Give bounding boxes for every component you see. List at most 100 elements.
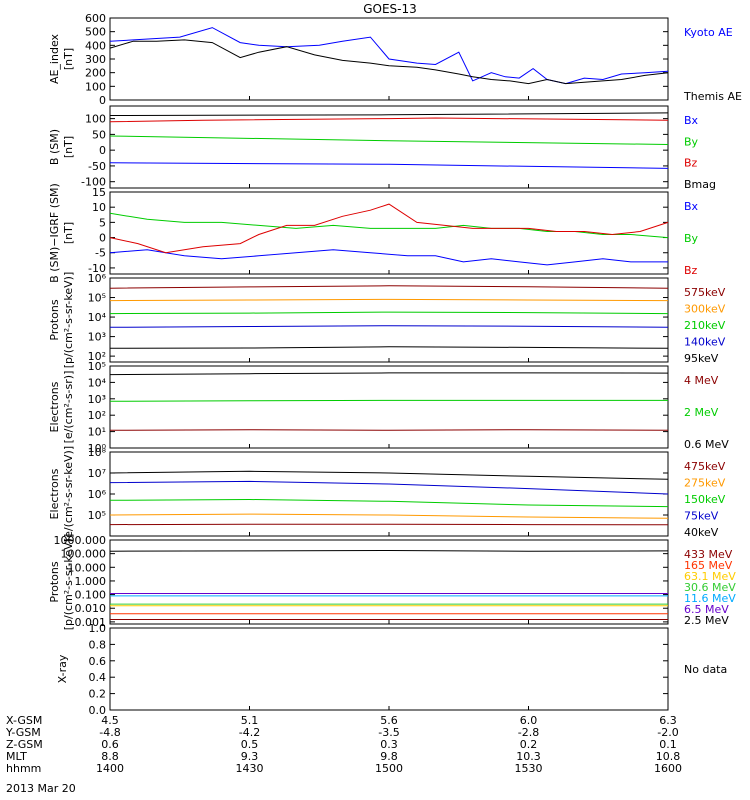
y-axis-label: X-ray <box>56 654 69 683</box>
y-tick-label: 500 <box>85 26 106 39</box>
y-tick-label: 300 <box>85 53 106 66</box>
y-tick-label: 10⁴ <box>88 311 107 324</box>
legend-entry: 575keV <box>684 286 726 299</box>
series-line-5-2 <box>109 399 668 402</box>
legend-entry: 4 MeV <box>684 374 719 387</box>
chart-title: GOES-13 <box>363 2 417 16</box>
x-axis-value: -4.8 <box>99 726 120 739</box>
series-line-4-4 <box>109 325 669 328</box>
y-axis-label: Electrons <box>48 468 61 519</box>
y-axis-label: [p/(cm²-s-sr-keV)] <box>62 272 75 369</box>
legend-entry: 165 MeV <box>684 559 733 572</box>
legend-entry: 300keV <box>684 303 726 316</box>
x-axis-value: 9.8 <box>380 750 398 763</box>
legend-entry: 2 MeV <box>684 406 719 419</box>
legend-entry: 475keV <box>684 460 726 473</box>
y-axis-label: B (SM)−IGRF (SM) <box>48 183 61 283</box>
legend-entry: 63.1 MeV <box>684 570 736 583</box>
y-tick-label: 10¹ <box>88 426 106 439</box>
legend-entry: 433 MeV <box>684 548 733 561</box>
legend-entry: By <box>684 135 699 148</box>
y-tick-label: 100 <box>85 80 106 93</box>
y-tick-label: -10 <box>88 262 106 275</box>
series-line-5-1 <box>109 429 669 431</box>
series-line-4-3 <box>109 311 669 315</box>
y-tick-label: 5 <box>99 216 106 229</box>
panel-2: -100 -50 0 50 100 B (SM) [nT] Bx By Bz Bmag <box>48 105 716 191</box>
x-axis-value: 0.2 <box>520 738 538 751</box>
y-tick-label: -50 <box>88 160 106 173</box>
x-axis-row-label: X-GSM <box>6 714 42 727</box>
x-axis-value: 5.6 <box>380 714 398 727</box>
x-axis-value: 0.5 <box>241 738 259 751</box>
series-line-5-3 <box>109 372 669 376</box>
y-tick-label: 0.001 <box>75 616 107 629</box>
series-line-4-5 <box>109 346 669 349</box>
x-axis-value: 9.3 <box>241 750 259 763</box>
y-tick-label: 10⁵ <box>88 292 106 305</box>
x-axis-row-label: MLT <box>6 750 27 763</box>
y-tick-label: 10⁵ <box>88 360 106 373</box>
x-axis-value: 1400 <box>96 762 124 775</box>
panel-frame <box>109 451 669 537</box>
y-tick-label: 0 <box>99 94 106 107</box>
y-axis-label: [nT] <box>62 136 75 158</box>
y-tick-label: 1000.000 <box>54 534 107 547</box>
legend-entry: Bz <box>684 157 698 170</box>
x-axis-value: -3.5 <box>378 726 399 739</box>
y-axis-label: Protons <box>48 561 61 602</box>
y-axis-label: [e/(cm²-s-sr)] <box>62 371 75 444</box>
series-line-3-2 <box>109 212 669 239</box>
y-axis-label: B (SM) <box>48 129 61 165</box>
y-tick-label: 15 <box>92 186 106 199</box>
y-tick-label: 10.000 <box>68 561 107 574</box>
y-axis-label: [e/(cm²-s-sr-keV)] <box>62 446 75 542</box>
x-axis-value: 5.1 <box>241 714 259 727</box>
panel-frame <box>109 627 669 711</box>
panel-8: 0.0 0.2 0.4 0.6 0.8 1.0 X-ray No data <box>56 622 727 717</box>
y-tick-label: 0 <box>99 232 106 245</box>
series-line-6-3 <box>109 498 669 508</box>
y-tick-label: 10³ <box>88 331 106 344</box>
x-axis-value: -2.0 <box>657 726 678 739</box>
x-axis-value: 1500 <box>375 762 403 775</box>
x-axis-row-label: hhmm <box>6 762 41 775</box>
y-axis-label: [nT] <box>62 222 75 244</box>
x-axis-value: 8.8 <box>101 750 119 763</box>
series-line-7-7 <box>109 549 669 552</box>
legend-entry: Bx <box>684 114 699 127</box>
series-line-6-2 <box>109 513 669 519</box>
legend-entry: 95keV <box>684 352 719 365</box>
y-tick-label: 100 <box>85 113 106 126</box>
y-tick-label: 50 <box>92 128 106 141</box>
y-tick-label: 0.6 <box>89 655 107 668</box>
y-tick-label: 0.8 <box>89 638 107 651</box>
y-tick-label: -5 <box>95 247 106 260</box>
x-axis-value: 0.3 <box>380 738 398 751</box>
x-axis-value: -2.8 <box>518 726 539 739</box>
series-line-4-2 <box>109 298 669 302</box>
series-line-2-4 <box>109 112 669 116</box>
y-tick-label: 10² <box>88 409 106 422</box>
panel-frame <box>109 539 669 625</box>
legend-entry: 150keV <box>684 493 726 506</box>
x-axis-value: 10.8 <box>656 750 681 763</box>
legend-entry: Bx <box>684 200 699 213</box>
series-line-6-5 <box>109 470 669 480</box>
x-axis-value: 1530 <box>515 762 543 775</box>
y-tick-label: 10⁸ <box>88 446 107 459</box>
y-tick-label: 10⁶ <box>88 272 107 285</box>
legend-entry: Themis AE <box>683 90 742 103</box>
x-axis-value: 10.3 <box>516 750 541 763</box>
series-line-1-1 <box>109 27 669 85</box>
panel-3: -10 -5 0 5 10 15 B (SM)−IGRF (SM) [nT] Bx By Bz <box>48 183 699 283</box>
series-line-3-3 <box>109 203 669 254</box>
legend-entry: 275keV <box>684 477 726 490</box>
series-line-6-1 <box>109 523 669 526</box>
x-axis-value: 0.1 <box>659 738 677 751</box>
legend-entry: 30.6 MeV <box>684 581 736 594</box>
y-tick-label: 0 <box>99 144 106 157</box>
x-axis-value: -4.2 <box>239 726 260 739</box>
y-tick-label: -100 <box>81 176 106 189</box>
y-tick-label: 10⁷ <box>88 467 106 480</box>
